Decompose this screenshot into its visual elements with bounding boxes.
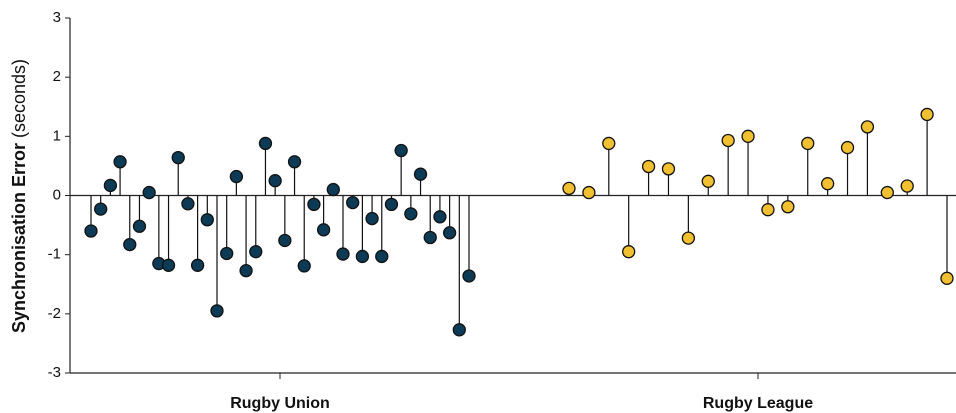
- y-tick-label: -3: [48, 364, 61, 381]
- marker: [103, 178, 118, 193]
- y-tick-label: -2: [48, 305, 61, 322]
- marker: [741, 129, 755, 143]
- marker: [462, 269, 476, 283]
- marker: [161, 258, 176, 272]
- marker: [132, 219, 147, 233]
- marker: [661, 162, 676, 176]
- x-tick-label: Rugby League: [703, 395, 813, 412]
- marker: [761, 203, 775, 217]
- marker: [413, 167, 428, 181]
- marker: [880, 185, 894, 200]
- marker: [365, 211, 379, 226]
- marker: [239, 263, 253, 278]
- y-axis-label: Synchronisation Error (seconds): [9, 59, 29, 333]
- marker: [375, 249, 389, 264]
- marker: [920, 107, 934, 122]
- marker: [229, 169, 244, 184]
- marker: [297, 259, 311, 273]
- marker: [307, 197, 321, 212]
- marker: [781, 200, 795, 214]
- marker: [258, 136, 273, 151]
- y-tick-label: 1: [53, 127, 61, 144]
- marker: [190, 258, 205, 272]
- marker: [840, 140, 855, 155]
- marker: [181, 197, 195, 211]
- y-tick-label: 2: [53, 68, 61, 85]
- y-tick-label: 3: [53, 9, 61, 26]
- marker: [433, 210, 447, 224]
- marker: [84, 224, 98, 238]
- marker: [336, 247, 350, 261]
- marker: [442, 226, 457, 240]
- marker: [423, 230, 437, 245]
- marker: [94, 202, 108, 216]
- marker: [171, 150, 185, 165]
- x-tick-label: Rugby Union: [230, 395, 330, 412]
- marker: [582, 185, 596, 200]
- marker: [404, 207, 418, 221]
- marker: [113, 155, 127, 169]
- marker: [562, 181, 576, 196]
- y-axis-label-unit: (seconds): [9, 59, 29, 138]
- marker: [622, 245, 636, 259]
- marker: [326, 182, 340, 197]
- marker: [641, 159, 656, 174]
- y-tick-label: 0: [53, 186, 61, 203]
- marker: [602, 136, 616, 151]
- marker: [200, 213, 214, 227]
- marker: [268, 174, 282, 188]
- marker: [346, 195, 360, 210]
- marker: [721, 133, 735, 148]
- marker: [940, 271, 954, 285]
- marker: [384, 197, 399, 212]
- marker: [681, 231, 696, 245]
- marker: [900, 179, 914, 193]
- marker: [820, 177, 835, 191]
- y-tick-label: -1: [48, 246, 61, 263]
- marker: [123, 237, 137, 252]
- marker: [210, 304, 224, 318]
- marker: [287, 155, 302, 169]
- y-axis-label-main: Synchronisation Error: [9, 143, 29, 333]
- marker: [394, 143, 408, 158]
- marker: [316, 223, 331, 237]
- marker: [142, 185, 156, 200]
- marker: [278, 233, 292, 248]
- marker: [801, 136, 815, 151]
- marker: [701, 174, 715, 188]
- marker: [452, 323, 466, 337]
- marker: [220, 246, 234, 261]
- marker: [355, 249, 370, 264]
- marker: [860, 120, 875, 134]
- marker: [249, 245, 263, 259]
